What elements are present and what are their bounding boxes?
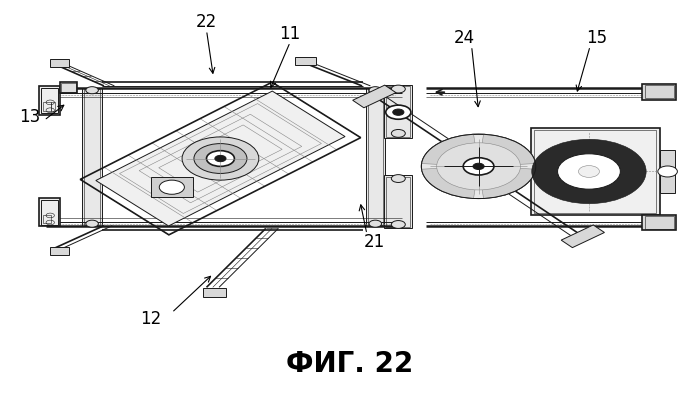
Text: 24: 24	[454, 29, 475, 47]
Bar	[203, 288, 226, 297]
Circle shape	[391, 175, 405, 182]
Bar	[531, 128, 660, 215]
Bar	[534, 130, 656, 213]
Bar	[384, 85, 412, 138]
Text: 15: 15	[586, 29, 607, 47]
Circle shape	[532, 139, 646, 204]
Bar	[644, 216, 674, 229]
Bar	[82, 88, 102, 227]
Circle shape	[182, 137, 259, 180]
Bar	[660, 150, 675, 193]
Bar	[659, 223, 670, 229]
Circle shape	[194, 143, 247, 173]
Bar	[295, 57, 316, 65]
Text: 22: 22	[196, 13, 217, 31]
Polygon shape	[353, 85, 396, 108]
Circle shape	[206, 151, 234, 166]
Bar	[642, 215, 676, 230]
Bar	[39, 86, 60, 115]
Bar	[644, 85, 674, 98]
Wedge shape	[421, 134, 479, 166]
Text: 12: 12	[140, 310, 161, 328]
Wedge shape	[479, 134, 535, 166]
Text: 21: 21	[363, 233, 384, 251]
Text: 11: 11	[280, 25, 301, 43]
Text: ФИГ. 22: ФИГ. 22	[286, 350, 413, 378]
Circle shape	[215, 155, 226, 162]
Bar	[151, 177, 193, 197]
Circle shape	[421, 134, 535, 199]
Circle shape	[393, 109, 404, 115]
Bar	[41, 88, 58, 113]
Bar	[85, 89, 100, 225]
Bar	[384, 175, 412, 229]
Bar	[50, 247, 69, 255]
Circle shape	[369, 220, 382, 227]
Bar	[43, 215, 51, 223]
Bar	[43, 102, 51, 111]
Circle shape	[86, 220, 99, 227]
Circle shape	[391, 221, 405, 229]
Circle shape	[437, 143, 521, 190]
Bar	[50, 59, 69, 67]
Bar	[62, 83, 76, 92]
Circle shape	[386, 105, 411, 119]
Polygon shape	[561, 225, 605, 248]
Bar	[39, 198, 60, 227]
Bar	[646, 223, 658, 229]
Circle shape	[558, 154, 620, 189]
Circle shape	[391, 85, 405, 93]
Bar	[642, 84, 676, 100]
Circle shape	[579, 165, 600, 177]
Bar	[41, 200, 58, 225]
Bar	[387, 177, 410, 227]
Bar	[659, 92, 670, 98]
Polygon shape	[96, 91, 345, 226]
Wedge shape	[421, 166, 479, 199]
Text: 13: 13	[20, 108, 41, 126]
Wedge shape	[479, 166, 535, 199]
Bar	[387, 86, 410, 137]
Bar	[51, 102, 55, 111]
Circle shape	[369, 87, 382, 94]
Bar	[60, 82, 78, 93]
Circle shape	[473, 163, 484, 169]
Circle shape	[86, 87, 99, 94]
Bar	[368, 89, 383, 225]
Circle shape	[463, 158, 494, 175]
Circle shape	[159, 180, 185, 194]
Bar	[366, 88, 385, 227]
Circle shape	[658, 166, 677, 177]
Bar	[646, 92, 658, 98]
Circle shape	[391, 130, 405, 138]
